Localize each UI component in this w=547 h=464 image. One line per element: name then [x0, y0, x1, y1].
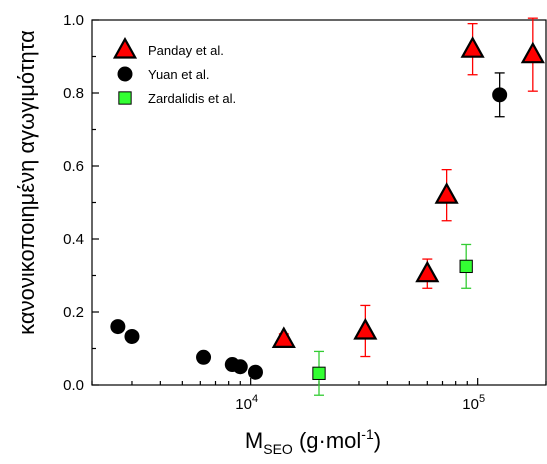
data-markers [110, 36, 545, 380]
x-axis-label: MSEO (g·mol-1) [245, 426, 381, 457]
data-point-circle [110, 319, 126, 335]
legend-label: Panday et al. [148, 43, 224, 58]
data-point-triangle [353, 317, 378, 340]
x-axis-label-subscript: SEO [263, 441, 293, 457]
x-tick-label: 104 [235, 393, 258, 413]
x-axis-label-main: M [245, 428, 263, 453]
y-tick-label: 0.4 [63, 231, 84, 248]
data-point-square [312, 366, 326, 380]
legend: Panday et al. Yuan et al. Zardalidis et al… [112, 36, 236, 106]
data-point-triangle [415, 260, 440, 283]
data-point-circle [196, 349, 212, 365]
data-point-triangle [520, 41, 545, 64]
legend-label: Zardalidis et al. [148, 91, 236, 106]
legend-marker-triangle [112, 36, 138, 59]
x-axis-ticks: 104 105 [91, 378, 547, 413]
legend-label: Yuan et al. [148, 67, 209, 82]
x-axis-label-close: ) [374, 428, 381, 453]
error-bars [278, 17, 538, 396]
x-tick-label: 105 [462, 393, 485, 413]
data-point-triangle [460, 36, 485, 58]
y-tick-label: 0.6 [63, 158, 84, 175]
y-tick-label: 0.8 [63, 85, 84, 102]
data-point-circle [124, 328, 140, 344]
x-axis-label-superscript: -1 [361, 426, 374, 442]
data-point-circle [247, 364, 263, 380]
data-point-circle [492, 87, 508, 103]
y-tick-label: 0.2 [63, 304, 84, 321]
data-point-square [459, 259, 473, 274]
y-axis-label: κανονικοποιημένη αγωγιμότητα [14, 30, 39, 335]
legend-marker-square [118, 91, 132, 105]
data-point-triangle [271, 326, 296, 348]
data-point-circle [232, 359, 248, 375]
y-tick-label: 1.0 [63, 12, 84, 29]
legend-marker-circle [117, 66, 133, 82]
x-axis-label-units: (g·mol [293, 428, 361, 453]
data-point-triangle [434, 182, 459, 204]
y-tick-label: 0.0 [63, 377, 84, 394]
y-axis-ticks: 0.0 0.2 0.4 0.6 0.8 1.0 [63, 12, 99, 394]
